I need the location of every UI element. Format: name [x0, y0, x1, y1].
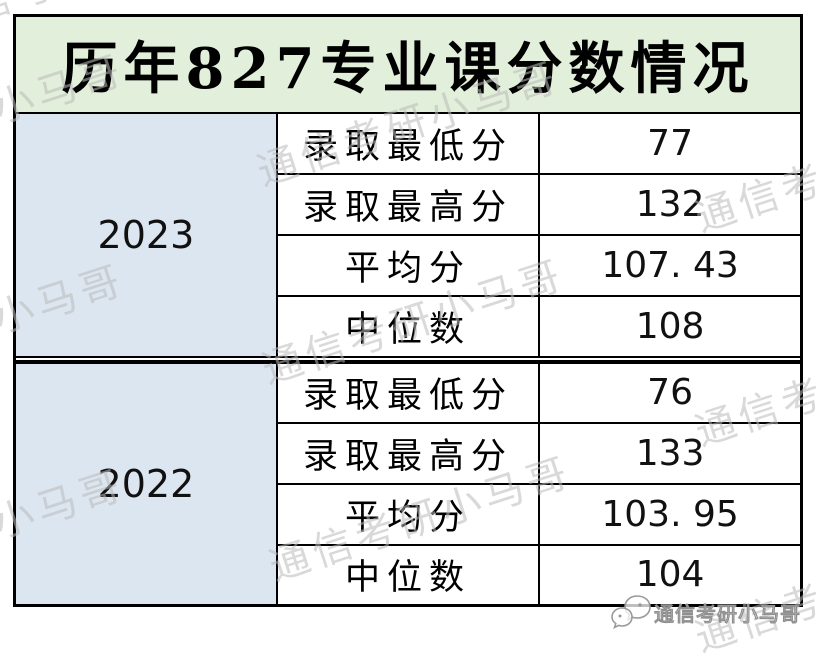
metric-value: 108: [538, 294, 804, 358]
metric-value: 104: [538, 543, 804, 607]
metric-label: 平均分: [275, 233, 541, 297]
metric-label: 录取最低分: [275, 360, 541, 424]
table-header-row: 历年827专业课分数情况: [13, 14, 803, 114]
table-row: 录取最高分 132: [15, 172, 804, 236]
year-cell-2023: 2023: [12, 111, 278, 358]
metric-value: 103. 95: [538, 482, 804, 546]
table-row: 2023 录取最低分 77: [12, 111, 804, 358]
metric-label: 平均分: [275, 482, 541, 546]
metric-value: 107. 43: [538, 233, 804, 297]
table-row: 平均分 107. 43: [15, 233, 804, 297]
table-row: 录取最高分 133: [15, 421, 804, 485]
metric-value: 132: [538, 172, 804, 236]
metric-label: 中位数: [275, 294, 541, 358]
table-row: 中位数 108: [15, 294, 804, 358]
metric-label: 录取最低分: [275, 111, 541, 175]
metric-value: 77: [538, 111, 804, 175]
table-row: 平均分 103. 95: [15, 482, 804, 546]
metric-label: 录取最高分: [275, 172, 541, 236]
metric-value: 76: [538, 360, 804, 424]
section-separator: [13, 355, 803, 364]
metric-label: 录取最高分: [275, 421, 541, 485]
table-row: 2022 录取最低分 76: [12, 360, 804, 607]
page-title: 历年827专业课分数情况: [13, 14, 803, 114]
year-cell-2022: 2022: [12, 360, 278, 607]
metric-value: 133: [538, 421, 804, 485]
table-row: 中位数 104: [15, 543, 804, 607]
metric-label: 中位数: [275, 543, 541, 607]
score-table: 历年827专业课分数情况 2023 录取最低分 77 录取最高分 132 平均分…: [12, 14, 804, 607]
